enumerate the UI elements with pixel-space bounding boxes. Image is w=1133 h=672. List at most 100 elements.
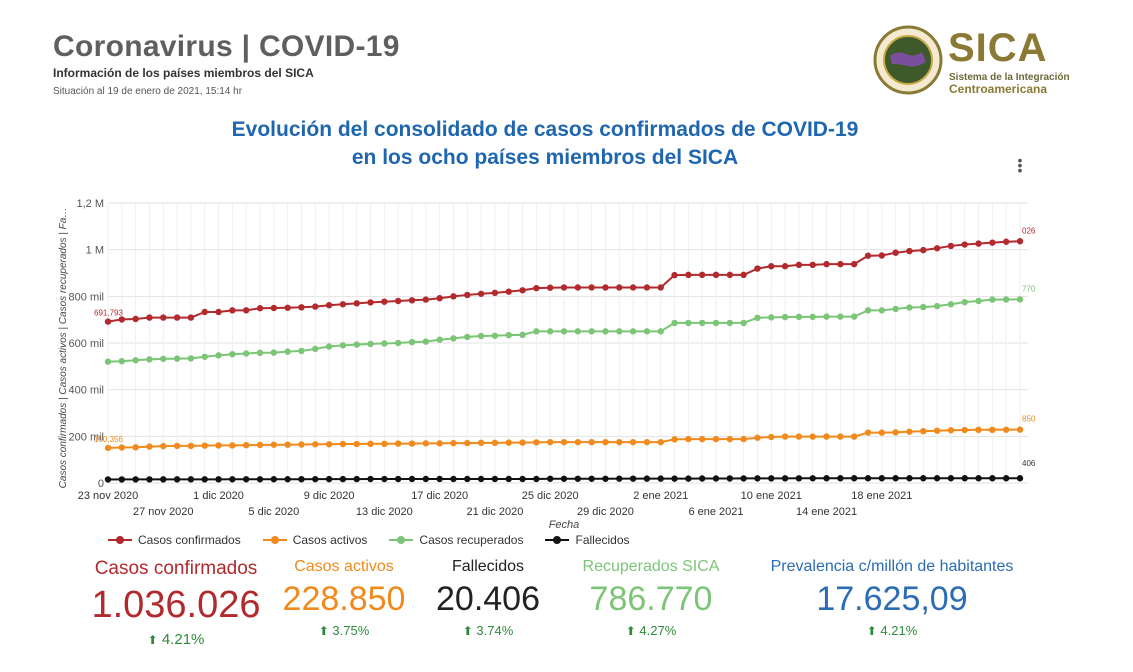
data-point[interactable] (850, 260, 858, 268)
data-point[interactable] (685, 319, 692, 327)
data-point[interactable] (768, 433, 775, 441)
data-point[interactable] (394, 297, 402, 305)
data-point[interactable] (671, 436, 678, 443)
data-point[interactable] (519, 287, 526, 294)
data-point[interactable] (256, 349, 264, 356)
data-point[interactable] (1002, 426, 1010, 433)
data-point[interactable] (132, 357, 139, 364)
data-point[interactable] (1016, 475, 1024, 482)
data-point[interactable] (408, 297, 416, 304)
data-point[interactable] (864, 475, 872, 482)
data-point[interactable] (975, 240, 982, 247)
data-point[interactable] (726, 271, 734, 279)
data-point[interactable] (394, 475, 402, 483)
data-point[interactable] (505, 475, 512, 483)
data-point[interactable] (864, 252, 872, 259)
data-point[interactable] (146, 314, 153, 321)
data-point[interactable] (947, 301, 955, 308)
data-point[interactable] (201, 476, 208, 483)
data-point[interactable] (339, 342, 347, 349)
data-point[interactable] (284, 441, 291, 448)
data-point[interactable] (892, 429, 899, 436)
data-point[interactable] (160, 442, 167, 450)
data-point[interactable] (284, 304, 291, 311)
data-point[interactable] (394, 440, 402, 447)
data-point[interactable] (616, 475, 623, 482)
data-point[interactable] (795, 313, 803, 321)
data-point[interactable] (989, 475, 996, 482)
data-point[interactable] (381, 475, 388, 483)
data-point[interactable] (795, 433, 803, 440)
data-point[interactable] (629, 328, 637, 335)
data-point[interactable] (781, 433, 789, 440)
data-point[interactable] (754, 434, 761, 441)
data-point[interactable] (602, 475, 609, 482)
data-point[interactable] (685, 271, 692, 279)
data-point[interactable] (560, 328, 568, 335)
data-point[interactable] (574, 475, 582, 482)
data-point[interactable] (616, 284, 623, 291)
data-point[interactable] (339, 475, 347, 483)
data-point[interactable] (533, 475, 540, 483)
data-point[interactable] (270, 349, 278, 356)
data-point[interactable] (989, 426, 996, 433)
data-point[interactable] (975, 297, 982, 305)
data-point[interactable] (173, 476, 181, 483)
data-point[interactable] (394, 339, 402, 347)
data-point[interactable] (381, 440, 388, 447)
data-point[interactable] (173, 442, 181, 450)
data-point[interactable] (588, 328, 595, 335)
data-point[interactable] (920, 246, 927, 254)
data-point[interactable] (906, 247, 913, 255)
data-point[interactable] (643, 475, 651, 482)
data-point[interactable] (809, 433, 816, 440)
data-point[interactable] (491, 289, 499, 297)
data-point[interactable] (104, 444, 112, 452)
data-point[interactable] (1002, 238, 1010, 245)
data-point[interactable] (781, 313, 789, 321)
data-point[interactable] (118, 316, 126, 323)
data-point[interactable] (436, 475, 443, 483)
data-point[interactable] (947, 242, 955, 250)
data-point[interactable] (339, 440, 347, 448)
data-point[interactable] (1002, 475, 1010, 482)
data-point[interactable] (643, 328, 651, 335)
data-point[interactable] (242, 476, 250, 483)
data-point[interactable] (533, 439, 540, 446)
data-point[interactable] (629, 475, 637, 482)
data-point[interactable] (187, 476, 195, 483)
data-point[interactable] (132, 444, 139, 451)
data-point[interactable] (740, 475, 747, 482)
data-point[interactable] (892, 305, 899, 313)
data-point[interactable] (422, 475, 430, 483)
data-point[interactable] (187, 314, 195, 321)
data-point[interactable] (298, 304, 305, 311)
data-point[interactable] (906, 475, 913, 482)
data-point[interactable] (740, 271, 747, 279)
data-point[interactable] (698, 271, 706, 279)
data-point[interactable] (906, 304, 913, 311)
data-point[interactable] (325, 343, 333, 350)
data-point[interactable] (975, 426, 982, 433)
data-point[interactable] (367, 340, 374, 348)
data-point[interactable] (325, 302, 333, 309)
data-point[interactable] (754, 265, 761, 272)
data-point[interactable] (795, 261, 803, 269)
data-point[interactable] (823, 433, 830, 440)
data-point[interactable] (312, 475, 319, 483)
data-point[interactable] (104, 476, 112, 483)
data-point[interactable] (740, 435, 747, 443)
data-point[interactable] (146, 443, 153, 450)
data-point[interactable] (325, 441, 333, 448)
data-point[interactable] (781, 263, 789, 270)
data-point[interactable] (809, 261, 816, 269)
data-point[interactable] (768, 314, 775, 321)
data-point[interactable] (367, 299, 374, 306)
data-point[interactable] (920, 475, 927, 482)
data-point[interactable] (450, 335, 457, 342)
data-point[interactable] (906, 428, 913, 435)
data-point[interactable] (892, 475, 899, 482)
data-point[interactable] (533, 328, 540, 335)
data-point[interactable] (892, 249, 899, 256)
data-point[interactable] (864, 429, 872, 436)
